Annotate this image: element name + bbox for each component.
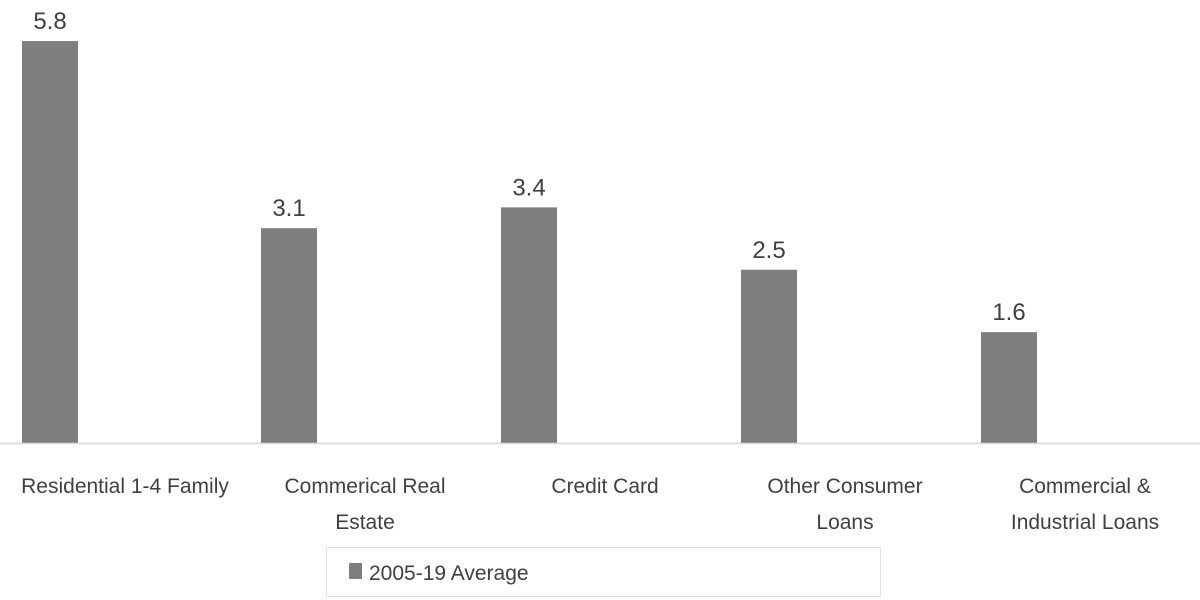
legend-label: 2005-19 Average (369, 562, 529, 585)
category-label: Credit Card (551, 475, 658, 498)
bar (981, 332, 1037, 443)
bar (261, 228, 317, 443)
data-label: 2.5 (752, 237, 785, 264)
bar (22, 41, 78, 444)
category-label: Residential 1-4 Family (21, 475, 229, 498)
legend: 2005-19 Average (326, 547, 881, 597)
data-label: 3.4 (512, 174, 545, 201)
category-label: Commerical Real Estate (284, 475, 445, 534)
data-label: 5.8 (33, 8, 66, 35)
category-labels: Residential 1-4 Family Commerical Real Est… (21, 475, 1159, 534)
bar (741, 269, 797, 443)
category-label: Other Consumer Loans (767, 475, 922, 534)
bar (501, 207, 557, 443)
legend-box (326, 547, 881, 597)
bars: 5.8 3.1 3.4 2.5 1.6 (22, 8, 1037, 444)
legend-swatch (349, 563, 362, 579)
data-label: 3.1 (272, 195, 305, 222)
category-label: Commercial & Industrial Loans (1011, 475, 1159, 534)
data-label: 1.6 (992, 299, 1025, 326)
